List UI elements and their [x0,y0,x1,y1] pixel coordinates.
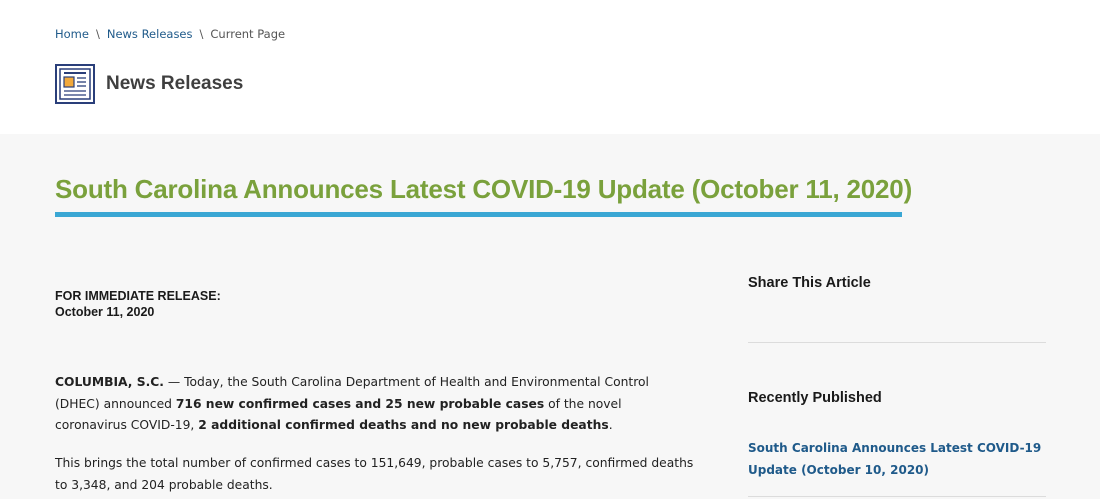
sidebar-divider [748,342,1046,343]
breadcrumb-home-link[interactable]: Home [55,27,89,41]
top-header [0,0,1100,134]
breadcrumb-separator: \ [95,27,100,41]
death-counts: 2 additional confirmed deaths and no new… [198,418,609,432]
article-paragraph-1: COLUMBIA, S.C. — Today, the South Caroli… [55,372,695,437]
title-underline [55,212,902,217]
share-article-heading: Share This Article [748,275,871,291]
article-content-area [0,134,1100,499]
newspaper-icon [55,64,95,104]
dateline: COLUMBIA, S.C. [55,375,164,389]
release-date: October 11, 2020 [55,305,155,319]
breadcrumb-separator: \ [199,27,204,41]
article-paragraph-2: This brings the total number of confirme… [55,456,694,492]
recently-published-heading: Recently Published [748,390,882,406]
paragraph-text: — Today, the South Carolina Department o… [55,375,649,411]
section-header: News Releases [55,64,243,104]
paragraph-text: . [608,418,613,432]
breadcrumb-current-page: Current Page [210,27,286,41]
breadcrumb-news-releases-link[interactable]: News Releases [106,27,193,41]
paragraph-text: of the novel coronavirus COVID-19, [55,396,622,433]
section-title: News Releases [106,73,244,94]
recent-article-link[interactable]: South Carolina Announces Latest COVID-19… [748,441,1042,477]
release-label: FOR IMMEDIATE RELEASE: [55,289,221,303]
case-counts: 716 new confirmed cases and 25 new proba… [175,396,545,411]
sidebar-divider [748,496,1046,497]
breadcrumb: Home \ News Releases \ Current Page [55,27,285,41]
article-title: South Carolina Announces Latest COVID-19… [55,174,913,204]
